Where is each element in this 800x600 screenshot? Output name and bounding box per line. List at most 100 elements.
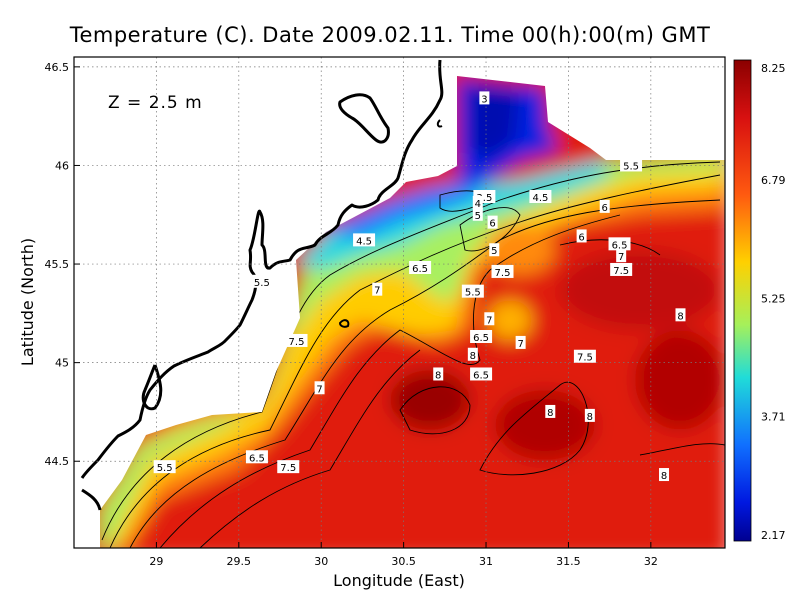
colorbar-tick-labels: 8.25 6.79 5.25 3.71 2.17 (761, 62, 786, 542)
contour-label-box (472, 195, 483, 209)
colorbar-tick-label: 6.79 (761, 174, 786, 187)
contour-label-box (608, 237, 631, 251)
contour-label-box (470, 367, 493, 381)
contour-label-text: 5.5 (623, 161, 639, 172)
contour-label-box (610, 262, 633, 276)
contour-label-box (599, 199, 610, 213)
contour-label-text: 7 (374, 286, 380, 297)
chart-title: Temperature (C). Date 2009.02.11. Time 0… (69, 23, 711, 47)
contour-label: 6.5 (470, 330, 493, 344)
contour-lines (101, 161, 725, 548)
contour-label-box (620, 158, 643, 172)
coastline (80, 59, 444, 511)
contour-label-box (573, 349, 596, 363)
contour-label-box (484, 312, 495, 326)
contour-label-text: 4.5 (356, 236, 372, 247)
contour-label-box (470, 330, 493, 344)
contour-label-box (487, 215, 498, 229)
contour-label-text: 8 (587, 412, 593, 423)
contour-label-text: 7.5 (495, 268, 511, 279)
contour-label: 5.5 (620, 158, 643, 172)
contour-label: 8 (659, 468, 670, 482)
contour-label-box (479, 91, 490, 105)
contour-label-text: 5.5 (254, 278, 270, 289)
grid-lines-x (155, 57, 652, 548)
contour-label-box (153, 460, 176, 474)
contour-label-box (491, 264, 514, 278)
contour-label: 7.5 (285, 333, 308, 348)
contour-label-box (353, 233, 376, 247)
contour-label-text: 8 (547, 408, 553, 419)
contour-label: 7.5 (491, 264, 514, 279)
contour-label-text: 7 (618, 252, 624, 263)
y-tick-label: 45 (55, 357, 69, 370)
x-tick-labels: 29 29.5 30 30.5 31 31.5 32 (149, 555, 657, 568)
y-tick-label: 46 (55, 159, 69, 172)
contour-label-box (584, 408, 595, 422)
contour-label-text: 6.5 (249, 453, 265, 464)
contour-label: 6.5 (409, 260, 432, 275)
colorbar-tick-label: 2.17 (761, 529, 786, 542)
contour-label: 7 (314, 381, 325, 395)
contour-label: 5 (489, 243, 500, 257)
contour-label: 7 (515, 335, 526, 350)
contour-label-box (314, 381, 325, 395)
contour-label-box (245, 450, 268, 464)
colorbar (733, 59, 752, 542)
contour-label: 8 (675, 308, 686, 322)
x-tick-label: 30.5 (391, 555, 416, 568)
contour-label-box (472, 207, 483, 221)
contour-label-text: 6.5 (412, 264, 428, 275)
y-tick-label: 46.5 (45, 61, 70, 74)
contour-label: 5.5 (153, 460, 176, 474)
colorbar-tick-label: 5.25 (761, 292, 786, 305)
contour-label: 5.5 (250, 274, 273, 289)
contour-label: 7 (484, 312, 495, 326)
x-tick-label: 32 (644, 555, 658, 568)
colorbar-tick-label: 8.25 (761, 62, 786, 75)
contour-label: 4.5 (529, 190, 552, 204)
contour-label: 8 (433, 367, 444, 381)
contour-label: 8 (584, 408, 595, 423)
contour-label-box (250, 274, 273, 288)
contour-label: 5 (472, 207, 483, 222)
contour-label-text: 7 (517, 339, 523, 350)
contour-label-box (576, 229, 587, 243)
contour-label: 7 (372, 282, 383, 297)
y-axis-label: Latitude (North) (18, 238, 37, 366)
contour-label-text: 8 (435, 370, 441, 381)
contour-label-text: 7 (486, 315, 492, 326)
contour-label-text: 8 (677, 311, 683, 322)
contour-label: 6 (576, 229, 587, 243)
contour-label-box (467, 347, 478, 361)
contour-label: 8 (467, 347, 478, 362)
y-tick-labels: 44.5 45 45.5 46 46.5 (45, 61, 70, 468)
depth-label: Z = 2.5 m (108, 93, 203, 113)
contour-label-text: 6.5 (612, 240, 628, 251)
contour-label: 7.5 (573, 349, 596, 364)
contour-label-text: 6 (489, 219, 495, 230)
grid-lines-y (74, 66, 725, 462)
contour-label-box (529, 190, 552, 204)
contour-label-text: 6.5 (473, 370, 489, 381)
contour-label-text: 8 (661, 471, 667, 482)
contour-label-box (285, 333, 308, 347)
colorbar-tick-label: 3.71 (761, 411, 786, 424)
contour-label-text: 7.5 (289, 337, 305, 348)
contour-label-box (372, 282, 383, 296)
contour-label: 8 (545, 404, 556, 419)
contour-label-text: 6 (578, 232, 584, 243)
contour-label-box (433, 367, 444, 381)
contour-label-text: 4.5 (532, 193, 548, 204)
contour-label: 6 (599, 199, 610, 214)
contour-label: 6 (487, 215, 498, 230)
contour-label-text: 8 (470, 351, 476, 362)
contour-label: 6.5 (470, 367, 493, 381)
x-axis-label: Longitude (East) (333, 571, 465, 590)
contour-label: 4 (472, 195, 483, 210)
contour-label-text: 7.5 (613, 266, 629, 277)
contour-label-box (616, 249, 627, 263)
contour-label-box (409, 260, 432, 274)
